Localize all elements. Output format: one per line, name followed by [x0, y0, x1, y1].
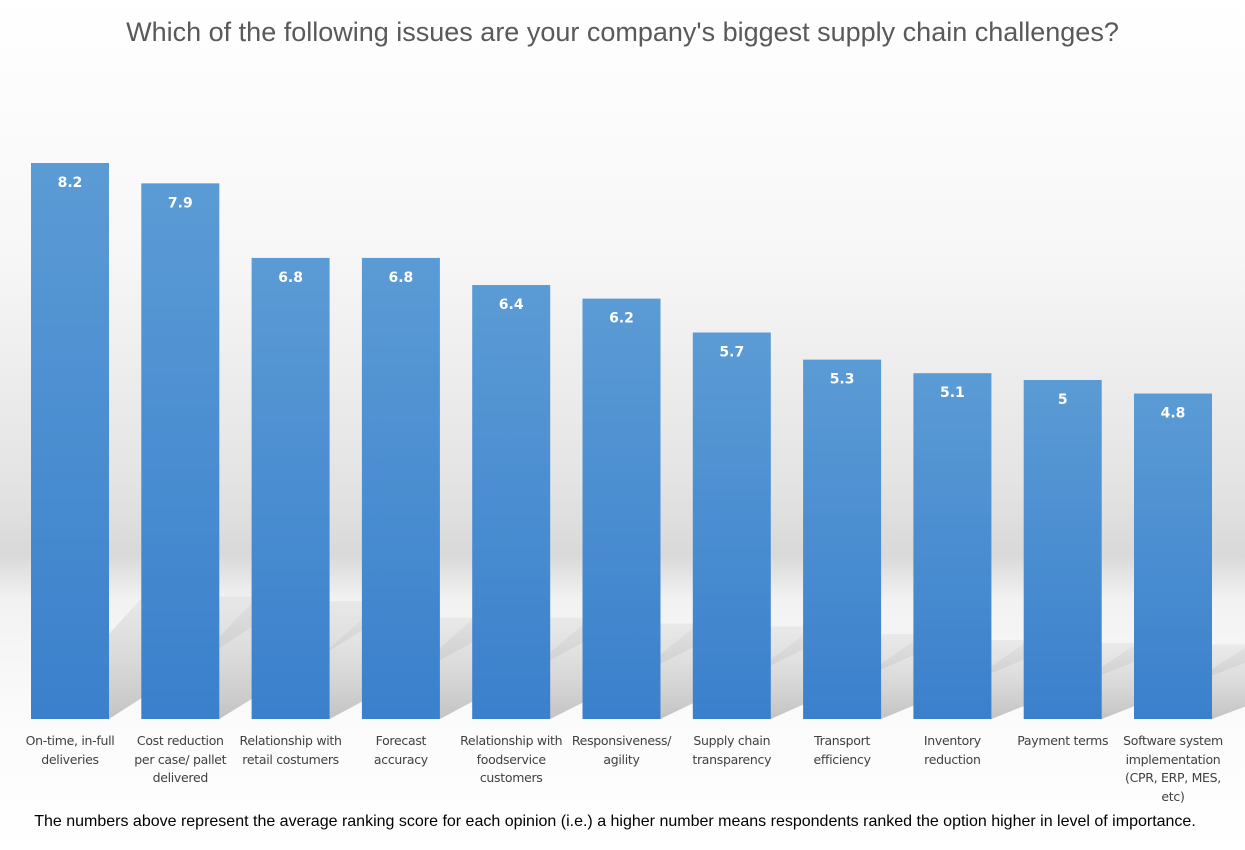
data-label: 5.7 — [719, 345, 744, 361]
bar — [913, 373, 992, 719]
data-label: 6.8 — [278, 270, 303, 286]
bar — [1134, 393, 1212, 719]
data-label: 6.2 — [609, 311, 634, 327]
x-tick-label: Responsiveness/ agility — [571, 733, 672, 767]
x-tick-label: Relationship with retail costumers — [239, 733, 342, 767]
data-label: 6.8 — [388, 270, 413, 286]
bar — [1023, 379, 1102, 719]
data-label: 5 — [1058, 392, 1068, 408]
x-tick-label: Payment terms — [1017, 733, 1109, 748]
bar — [361, 257, 440, 719]
bar — [472, 285, 551, 719]
bar — [803, 359, 882, 719]
bar — [582, 298, 661, 719]
bar — [141, 183, 220, 720]
data-label: 5.3 — [830, 372, 855, 388]
x-tick-label: On-time, in-full deliveries — [25, 733, 115, 767]
footnote: The numbers above represent the average … — [34, 813, 1196, 830]
x-tick-label: Supply chain transparency — [692, 733, 772, 767]
bar-shadow — [1134, 648, 1245, 719]
x-tick-label: Software system implementation (CPR, ERP… — [1123, 733, 1223, 804]
x-tick-label: Cost reduction per case/ pallet delivere… — [134, 733, 227, 785]
chart-title: Which of the following issues are your c… — [126, 17, 1119, 47]
x-tick-label: Forecast accuracy — [373, 733, 428, 767]
data-label: 8.2 — [58, 175, 83, 191]
bar — [31, 163, 109, 719]
data-label: 4.8 — [1161, 406, 1186, 422]
x-tick-label: Inventory reduction — [923, 733, 981, 767]
data-label: 6.4 — [499, 297, 524, 313]
data-label: 5.1 — [940, 385, 965, 401]
x-tick-label: Transport efficiency — [813, 733, 871, 767]
x-tick-label: Relationship with foodservice customers — [460, 733, 563, 785]
bar — [692, 332, 771, 719]
bar — [251, 257, 330, 719]
data-label: 7.9 — [168, 195, 193, 211]
